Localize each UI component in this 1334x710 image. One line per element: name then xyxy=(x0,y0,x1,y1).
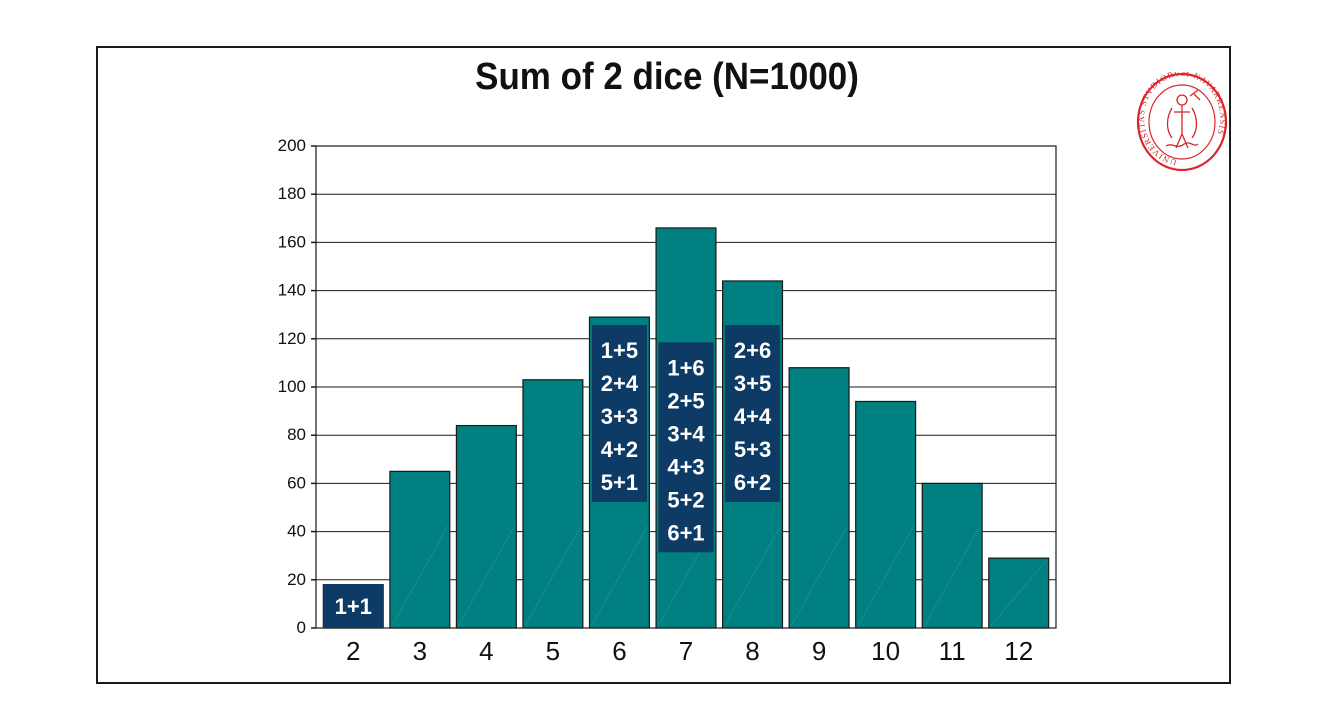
x-tick-label: 12 xyxy=(1004,636,1033,666)
combo-label: 2+5 xyxy=(667,388,704,413)
combo-label: 2+4 xyxy=(601,371,639,396)
y-tick-label: 0 xyxy=(297,618,306,637)
combo-label: 3+5 xyxy=(734,371,771,396)
y-tick-label: 200 xyxy=(278,136,306,155)
university-seal-icon: UNIVERSITAS STVDIORVM NAVARRENSIS xyxy=(1136,72,1227,172)
combo-label: 1+1 xyxy=(335,594,372,619)
bar-sheen xyxy=(458,526,515,627)
y-tick-label: 100 xyxy=(278,377,306,396)
combo-label: 5+1 xyxy=(601,470,638,495)
bar-sheen xyxy=(524,526,582,627)
x-tick-label: 8 xyxy=(745,636,759,666)
combo-box-2 xyxy=(323,584,384,628)
bar-11 xyxy=(921,482,983,629)
bar-5 xyxy=(522,379,584,629)
y-tick-label: 80 xyxy=(287,425,306,444)
combo-box-6 xyxy=(591,325,648,503)
x-tick-label: 4 xyxy=(479,636,493,666)
bar-sheen xyxy=(591,526,648,627)
bar-10 xyxy=(855,400,917,629)
x-tick-label: 3 xyxy=(413,636,427,666)
combo-label: 5+3 xyxy=(734,437,771,462)
y-tick-label: 180 xyxy=(278,184,306,203)
combo-label: 1+5 xyxy=(601,338,638,363)
combo-label: 4+3 xyxy=(667,454,704,479)
x-tick-label: 6 xyxy=(612,636,626,666)
combo-label: 3+4 xyxy=(667,421,705,446)
bar-4 xyxy=(455,424,517,629)
bar-3 xyxy=(389,470,451,629)
x-tick-label: 11 xyxy=(939,636,966,666)
combo-label: 6+2 xyxy=(734,470,771,495)
x-tick-label: 9 xyxy=(812,636,826,666)
bar-sheen xyxy=(790,526,848,627)
y-tick-label: 160 xyxy=(278,232,306,251)
x-tick-label: 10 xyxy=(871,636,900,666)
seal-figure xyxy=(1165,89,1201,149)
combo-box-8 xyxy=(724,325,781,503)
bar-sheen xyxy=(857,526,914,627)
x-tick-label: 2 xyxy=(346,636,360,666)
combo-label: 1+6 xyxy=(667,355,704,380)
combo-label: 5+2 xyxy=(667,487,704,512)
y-tick-label: 120 xyxy=(278,329,306,348)
bar-9 xyxy=(788,367,850,629)
bar-sheen xyxy=(990,559,1047,627)
y-tick-label: 60 xyxy=(287,473,306,492)
x-tick-label: 7 xyxy=(679,636,693,666)
y-tick-label: 40 xyxy=(287,522,306,541)
bar-sheen xyxy=(391,526,449,627)
combo-label: 4+2 xyxy=(601,437,638,462)
combo-label: 2+6 xyxy=(734,338,771,363)
combo-label: 4+4 xyxy=(734,404,772,429)
bar-sheen xyxy=(923,526,981,627)
combo-label: 6+1 xyxy=(667,520,704,545)
chart-title: Sum of 2 dice (N=1000) xyxy=(475,56,859,98)
combo-label: 3+3 xyxy=(601,404,638,429)
bar-sheen xyxy=(724,526,781,627)
y-tick-label: 140 xyxy=(278,281,306,300)
y-tick-label: 20 xyxy=(287,570,306,589)
combination-labels: 1+1 1+5 2+4 3+3 4+2 5+1 1+6 2+5 3+4 4+3 5+2 6+1 2+6 3… xyxy=(323,325,781,628)
combo-box-7 xyxy=(658,342,714,553)
axes: 0 20 40 60 80 100 120 140 160 180 200 2 3 4 5 6 7 8 9 10 11 1… xyxy=(278,136,1034,666)
x-tick-label: 5 xyxy=(546,636,560,666)
